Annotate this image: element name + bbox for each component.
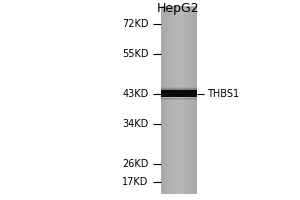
Bar: [180, 6, 181, 194]
Bar: [174, 6, 175, 194]
Bar: [195, 6, 196, 194]
Bar: [172, 6, 173, 194]
Text: 72KD: 72KD: [122, 19, 148, 29]
Bar: [179, 6, 180, 194]
Text: 34KD: 34KD: [122, 119, 148, 129]
Bar: [183, 6, 184, 194]
Bar: [195, 6, 196, 194]
Bar: [189, 6, 190, 194]
Bar: [167, 6, 168, 194]
Text: 55KD: 55KD: [122, 49, 148, 59]
Bar: [173, 6, 174, 194]
Bar: [181, 6, 182, 194]
Bar: [160, 88, 196, 89]
Bar: [182, 6, 183, 194]
Bar: [175, 6, 176, 194]
Bar: [176, 6, 177, 194]
Bar: [190, 6, 191, 194]
Bar: [178, 6, 179, 194]
Bar: [163, 6, 164, 194]
Bar: [165, 6, 166, 194]
Text: 26KD: 26KD: [122, 159, 148, 169]
Bar: [168, 6, 169, 194]
Bar: [188, 6, 189, 194]
Bar: [166, 6, 167, 194]
Bar: [169, 6, 170, 194]
Bar: [168, 6, 169, 194]
Bar: [178, 6, 179, 194]
Bar: [190, 6, 191, 194]
Bar: [186, 6, 187, 194]
Bar: [160, 6, 161, 194]
Bar: [192, 6, 193, 194]
Bar: [177, 6, 178, 194]
Bar: [192, 6, 193, 194]
Bar: [186, 6, 187, 194]
Bar: [170, 6, 171, 194]
Bar: [172, 6, 173, 194]
Bar: [160, 89, 196, 90]
Bar: [180, 6, 181, 194]
Text: 43KD: 43KD: [122, 89, 148, 99]
Bar: [174, 6, 175, 194]
Bar: [177, 6, 178, 194]
Text: 17KD: 17KD: [122, 177, 148, 187]
Bar: [193, 6, 194, 194]
Bar: [161, 6, 162, 194]
Bar: [187, 6, 188, 194]
Bar: [184, 6, 185, 194]
Bar: [160, 98, 196, 99]
Bar: [165, 6, 166, 194]
Bar: [184, 6, 185, 194]
Bar: [171, 6, 172, 194]
Bar: [171, 6, 172, 194]
Bar: [160, 99, 196, 100]
Bar: [194, 6, 195, 194]
Bar: [164, 6, 165, 194]
Text: HepG2: HepG2: [157, 2, 200, 15]
Bar: [183, 6, 184, 194]
Text: THBS1: THBS1: [207, 89, 239, 99]
Bar: [162, 6, 163, 194]
Bar: [169, 6, 170, 194]
Bar: [196, 6, 197, 194]
Bar: [162, 6, 163, 194]
Bar: [160, 100, 196, 101]
Bar: [191, 6, 192, 194]
Bar: [189, 6, 190, 194]
Bar: [160, 90, 196, 97]
Bar: [185, 6, 186, 194]
Bar: [160, 87, 196, 88]
